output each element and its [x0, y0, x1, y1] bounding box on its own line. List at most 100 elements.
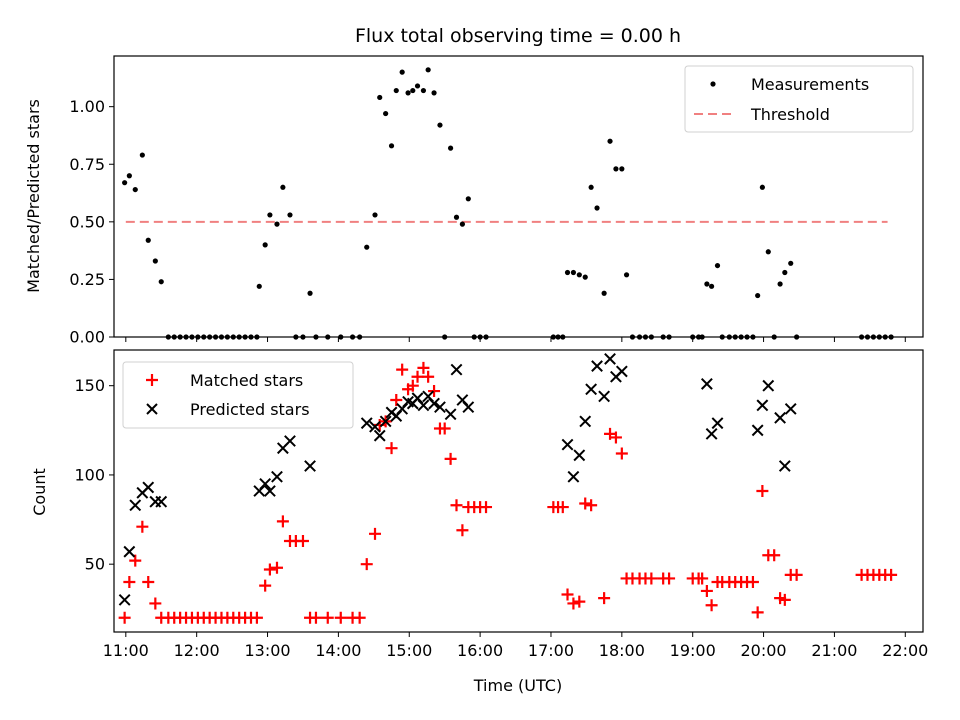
measurement-point	[307, 290, 313, 296]
x-tick-label: 18:00	[599, 641, 645, 660]
measurement-point	[447, 145, 454, 151]
matched-star-marker	[123, 576, 136, 589]
predicted-star-marker	[573, 449, 586, 462]
measurement-point	[132, 186, 138, 193]
matched-star-marker	[585, 499, 598, 512]
legend-measurements-marker	[710, 81, 716, 87]
matched-star-marker	[334, 611, 347, 624]
ratio-panel: Flux total observing time = 0.00 h Match…	[24, 25, 924, 347]
measurement-point	[383, 110, 389, 117]
matched-star-marker	[778, 593, 791, 606]
measurement-point	[126, 173, 132, 179]
matched-star-marker	[417, 361, 430, 374]
matched-star-marker	[705, 599, 718, 612]
predicted-star-marker	[259, 477, 272, 490]
measurement-point	[399, 69, 405, 75]
matched-star-marker	[250, 611, 263, 624]
measurement-point	[607, 138, 613, 144]
predicted-star-marker	[585, 383, 598, 396]
top-legend-box	[684, 65, 914, 133]
measurement-point	[414, 83, 421, 89]
matched-star-marker	[422, 370, 435, 383]
predicted-stars-points	[118, 353, 797, 606]
matched-star-marker	[450, 499, 463, 512]
matched-star-marker	[615, 447, 628, 460]
top-y-tick-label: 1.00	[69, 97, 105, 116]
measurement-point	[388, 143, 395, 149]
predicted-star-marker	[778, 460, 791, 472]
matched-star-marker	[579, 497, 592, 510]
measurement-point	[623, 272, 630, 278]
measurement-point	[759, 184, 765, 190]
predicted-star-marker	[373, 429, 386, 442]
x-tick-label: 20:00	[741, 641, 787, 660]
predicted-star-marker	[762, 379, 775, 392]
legend-threshold-label: Threshold	[750, 105, 830, 124]
measurement-point	[765, 249, 771, 255]
matched-star-marker	[270, 561, 283, 574]
predicted-star-marker	[756, 399, 769, 412]
matched-star-marker	[309, 611, 322, 624]
predicted-star-marker	[379, 415, 392, 428]
matched-star-marker	[885, 568, 898, 581]
matched-star-marker	[411, 370, 424, 383]
predicted-star-marker	[434, 401, 446, 414]
measurement-points	[122, 67, 894, 340]
matched-star-marker	[118, 611, 131, 624]
predicted-star-marker	[561, 438, 574, 451]
x-tick-label: 15:00	[386, 641, 432, 660]
matched-star-marker	[598, 592, 611, 605]
bottom-plot-frame	[113, 349, 924, 633]
x-tick-label: 12:00	[174, 641, 220, 660]
x-tick-label: 11:00	[103, 641, 149, 660]
bottom-y-tick-label: 150	[74, 376, 105, 395]
legend-predicted-label: Predicted stars	[190, 400, 310, 419]
predicted-star-marker	[700, 378, 713, 390]
measurement-point	[588, 184, 594, 190]
measurement-point	[139, 152, 145, 158]
x-tick-label: 22:00	[882, 641, 928, 660]
predicted-star-marker	[598, 390, 611, 403]
measurement-point	[145, 237, 151, 243]
measurement-point	[782, 269, 788, 276]
measurement-point	[425, 67, 431, 73]
matched-star-marker	[768, 549, 781, 562]
matched-star-marker	[360, 558, 373, 571]
matched-star-marker	[573, 595, 586, 608]
predicted-star-marker	[774, 411, 787, 424]
measurement-point	[262, 242, 268, 248]
measurement-point	[410, 87, 416, 94]
bottom-legend: Matched stars Predicted stars	[122, 361, 354, 429]
predicted-star-marker	[579, 415, 592, 428]
bottom-y-tick-label: 50	[85, 555, 105, 574]
x-tick-label: 16:00	[457, 641, 503, 660]
measurement-point	[267, 212, 273, 218]
matched-star-marker	[790, 568, 803, 581]
measurement-point	[437, 122, 443, 128]
matched-star-marker	[321, 611, 334, 624]
bottom-axis-ticks: 50 100 150 11:00 12:00 13:00 14:00 15:00 16:00 17…	[74, 376, 928, 660]
matched-star-marker	[353, 611, 366, 624]
measurement-point	[364, 244, 370, 250]
predicted-star-marker	[711, 417, 724, 430]
matched-star-marker	[444, 452, 457, 465]
predicted-star-marker	[705, 427, 718, 440]
measurement-point	[122, 180, 128, 186]
top-y-tick-label: 0.00	[69, 328, 105, 347]
matched-star-marker	[396, 363, 409, 376]
count-panel: Count Time (UTC) 50 100 150 11:00 12:00 13:00…	[30, 349, 928, 695]
chart-title: Flux total observing time = 0.00 h	[355, 25, 681, 47]
top-axis-ticks: 0.00 0.25 0.50 0.75 1.00	[69, 97, 906, 347]
measurement-point	[777, 281, 783, 287]
measurement-point	[708, 283, 715, 289]
legend-matched-label: Matched stars	[190, 371, 303, 390]
matched-star-marker	[756, 485, 769, 497]
matched-star-marker	[276, 515, 289, 528]
measurement-point	[594, 205, 600, 211]
predicted-star-marker	[263, 485, 276, 497]
x-tick-label: 19:00	[670, 641, 716, 660]
matched-star-marker	[296, 534, 309, 547]
measurement-point	[601, 290, 607, 296]
predicted-star-marker	[155, 495, 168, 508]
